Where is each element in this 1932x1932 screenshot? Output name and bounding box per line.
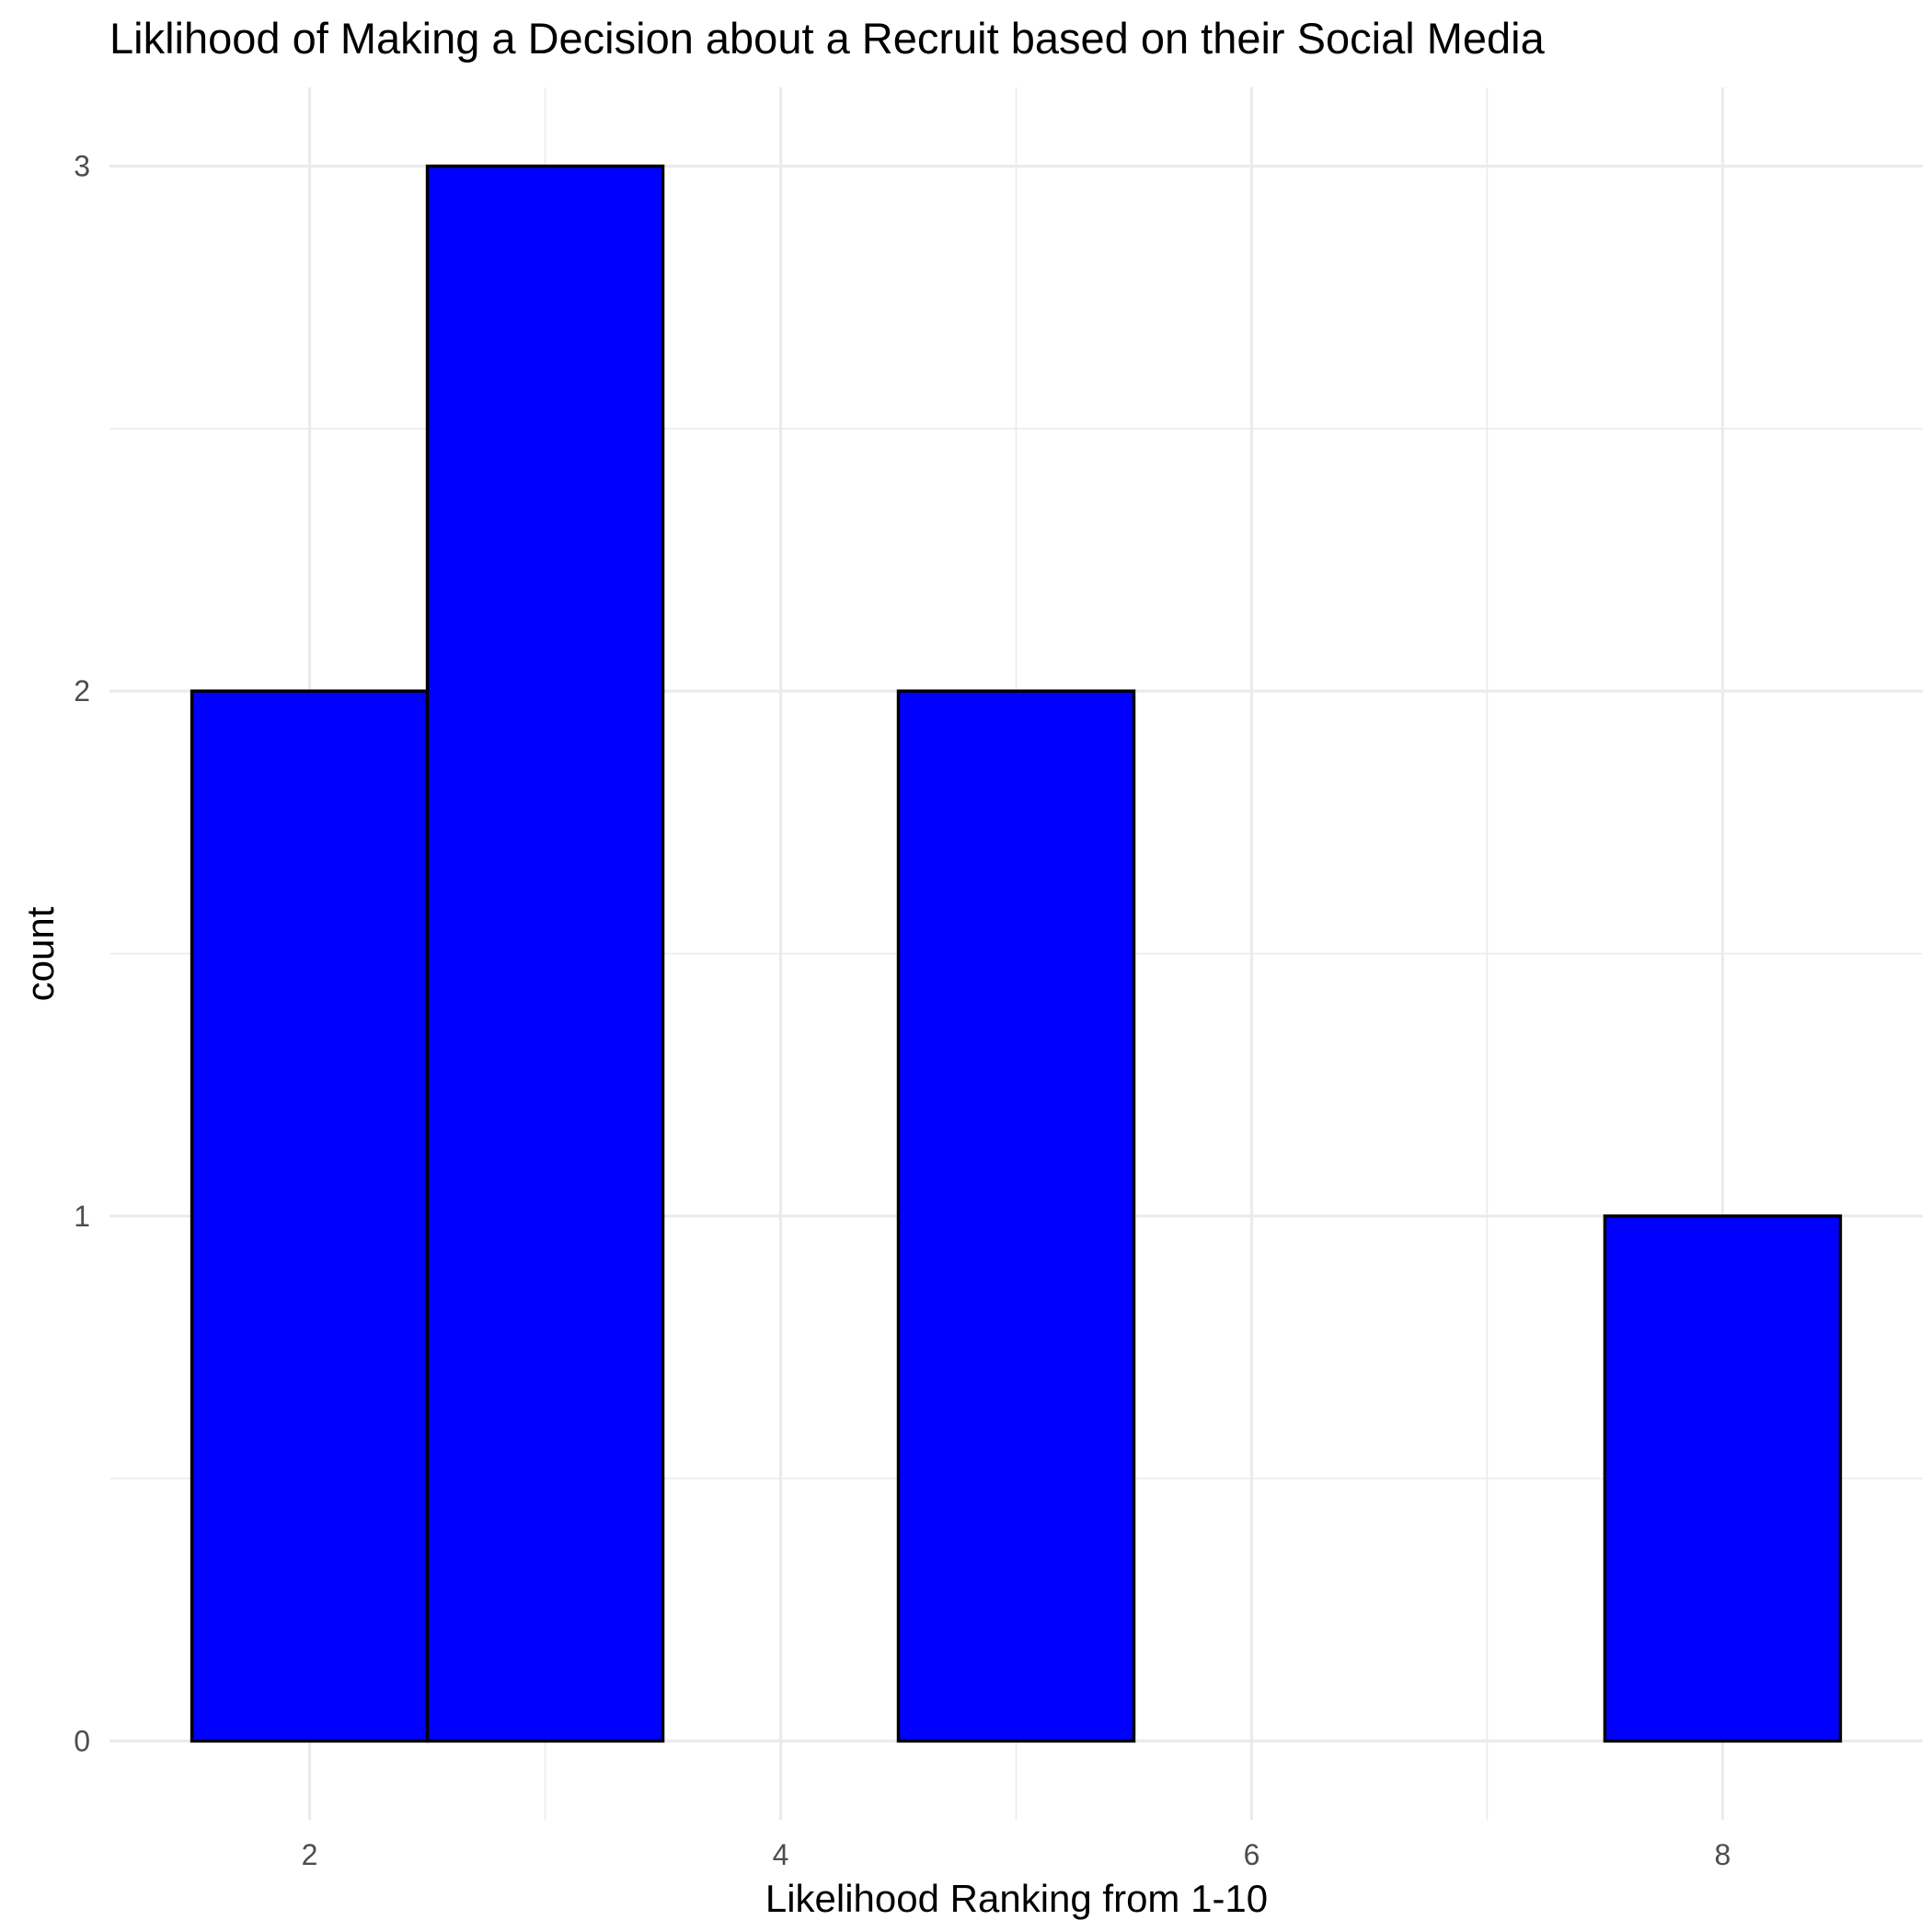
y-tick-label: 2 [74,674,90,707]
histogram-bar [425,164,665,1743]
y-axis-title: count [18,906,62,1001]
y-tick-label: 3 [74,150,90,183]
x-axis-tick-labels: 2 4 6 8 [302,1838,1731,1871]
x-tick-label: 2 [302,1838,318,1871]
histogram-bars [190,164,1843,1743]
x-axis-title: Likelihood Ranking from 1-10 [765,1877,1268,1920]
histogram-bar [896,689,1136,1743]
histogram-bar [190,689,430,1743]
y-tick-label: 0 [74,1724,90,1757]
y-tick-label: 1 [74,1200,90,1233]
histogram-bar [1603,1214,1843,1743]
y-axis-tick-labels: 0 1 2 3 [74,150,90,1758]
x-tick-label: 6 [1244,1838,1260,1871]
chart-title: Liklihood of Making a Decision about a R… [109,14,1546,63]
x-tick-label: 8 [1715,1838,1731,1871]
x-tick-label: 4 [773,1838,789,1871]
